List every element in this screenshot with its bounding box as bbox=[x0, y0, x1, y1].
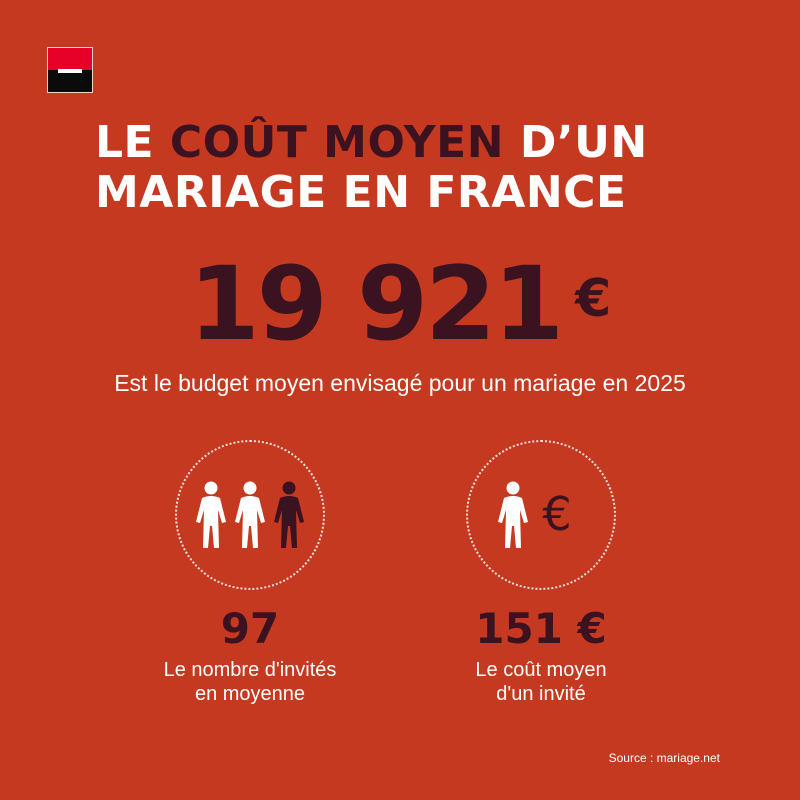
title-accent: COÛT MOYEN bbox=[169, 117, 505, 168]
headline-figure: 19 921 € bbox=[0, 245, 800, 364]
guests-label-line2: en moyenne bbox=[194, 683, 306, 705]
cost-per-guest-stat: € 151 € Le coût moyen d'un invité bbox=[391, 440, 691, 706]
guests-label-line1: Le nombre d'invités bbox=[163, 659, 337, 681]
headline-caption: Est le budget moyen envisagé pour un mar… bbox=[114, 370, 686, 396]
source-note: Source : mariage.net bbox=[608, 751, 720, 765]
headline-value: 19 921 bbox=[188, 245, 564, 364]
guests-circle bbox=[175, 440, 325, 590]
brand-logo bbox=[47, 47, 93, 93]
logo-bar bbox=[58, 69, 82, 73]
cost-per-guest-value: 151 € bbox=[475, 604, 607, 653]
title-line2: MARIAGE EN FRANCE bbox=[95, 167, 627, 218]
person-euro-icon: € bbox=[498, 481, 572, 548]
title-part1: LE bbox=[95, 117, 170, 168]
guests-stat: 97 Le nombre d'invités en moyenne bbox=[100, 440, 400, 706]
svg-text:€: € bbox=[542, 487, 571, 541]
guests-label: Le nombre d'invités en moyenne bbox=[100, 658, 400, 706]
cost-label-line2: d'un invité bbox=[496, 683, 586, 705]
headline-currency: € bbox=[575, 268, 612, 329]
three-people-icon bbox=[196, 481, 304, 548]
cost-per-guest-circle: € bbox=[466, 440, 616, 590]
page-title: LE COÛT MOYEN D’UN MARIAGE EN FRANCE bbox=[95, 118, 648, 218]
cost-per-guest-label: Le coût moyen d'un invité bbox=[391, 658, 691, 706]
cost-label-line1: Le coût moyen bbox=[475, 659, 607, 681]
title-part2: D’UN bbox=[504, 117, 648, 168]
guests-value: 97 bbox=[220, 604, 280, 653]
